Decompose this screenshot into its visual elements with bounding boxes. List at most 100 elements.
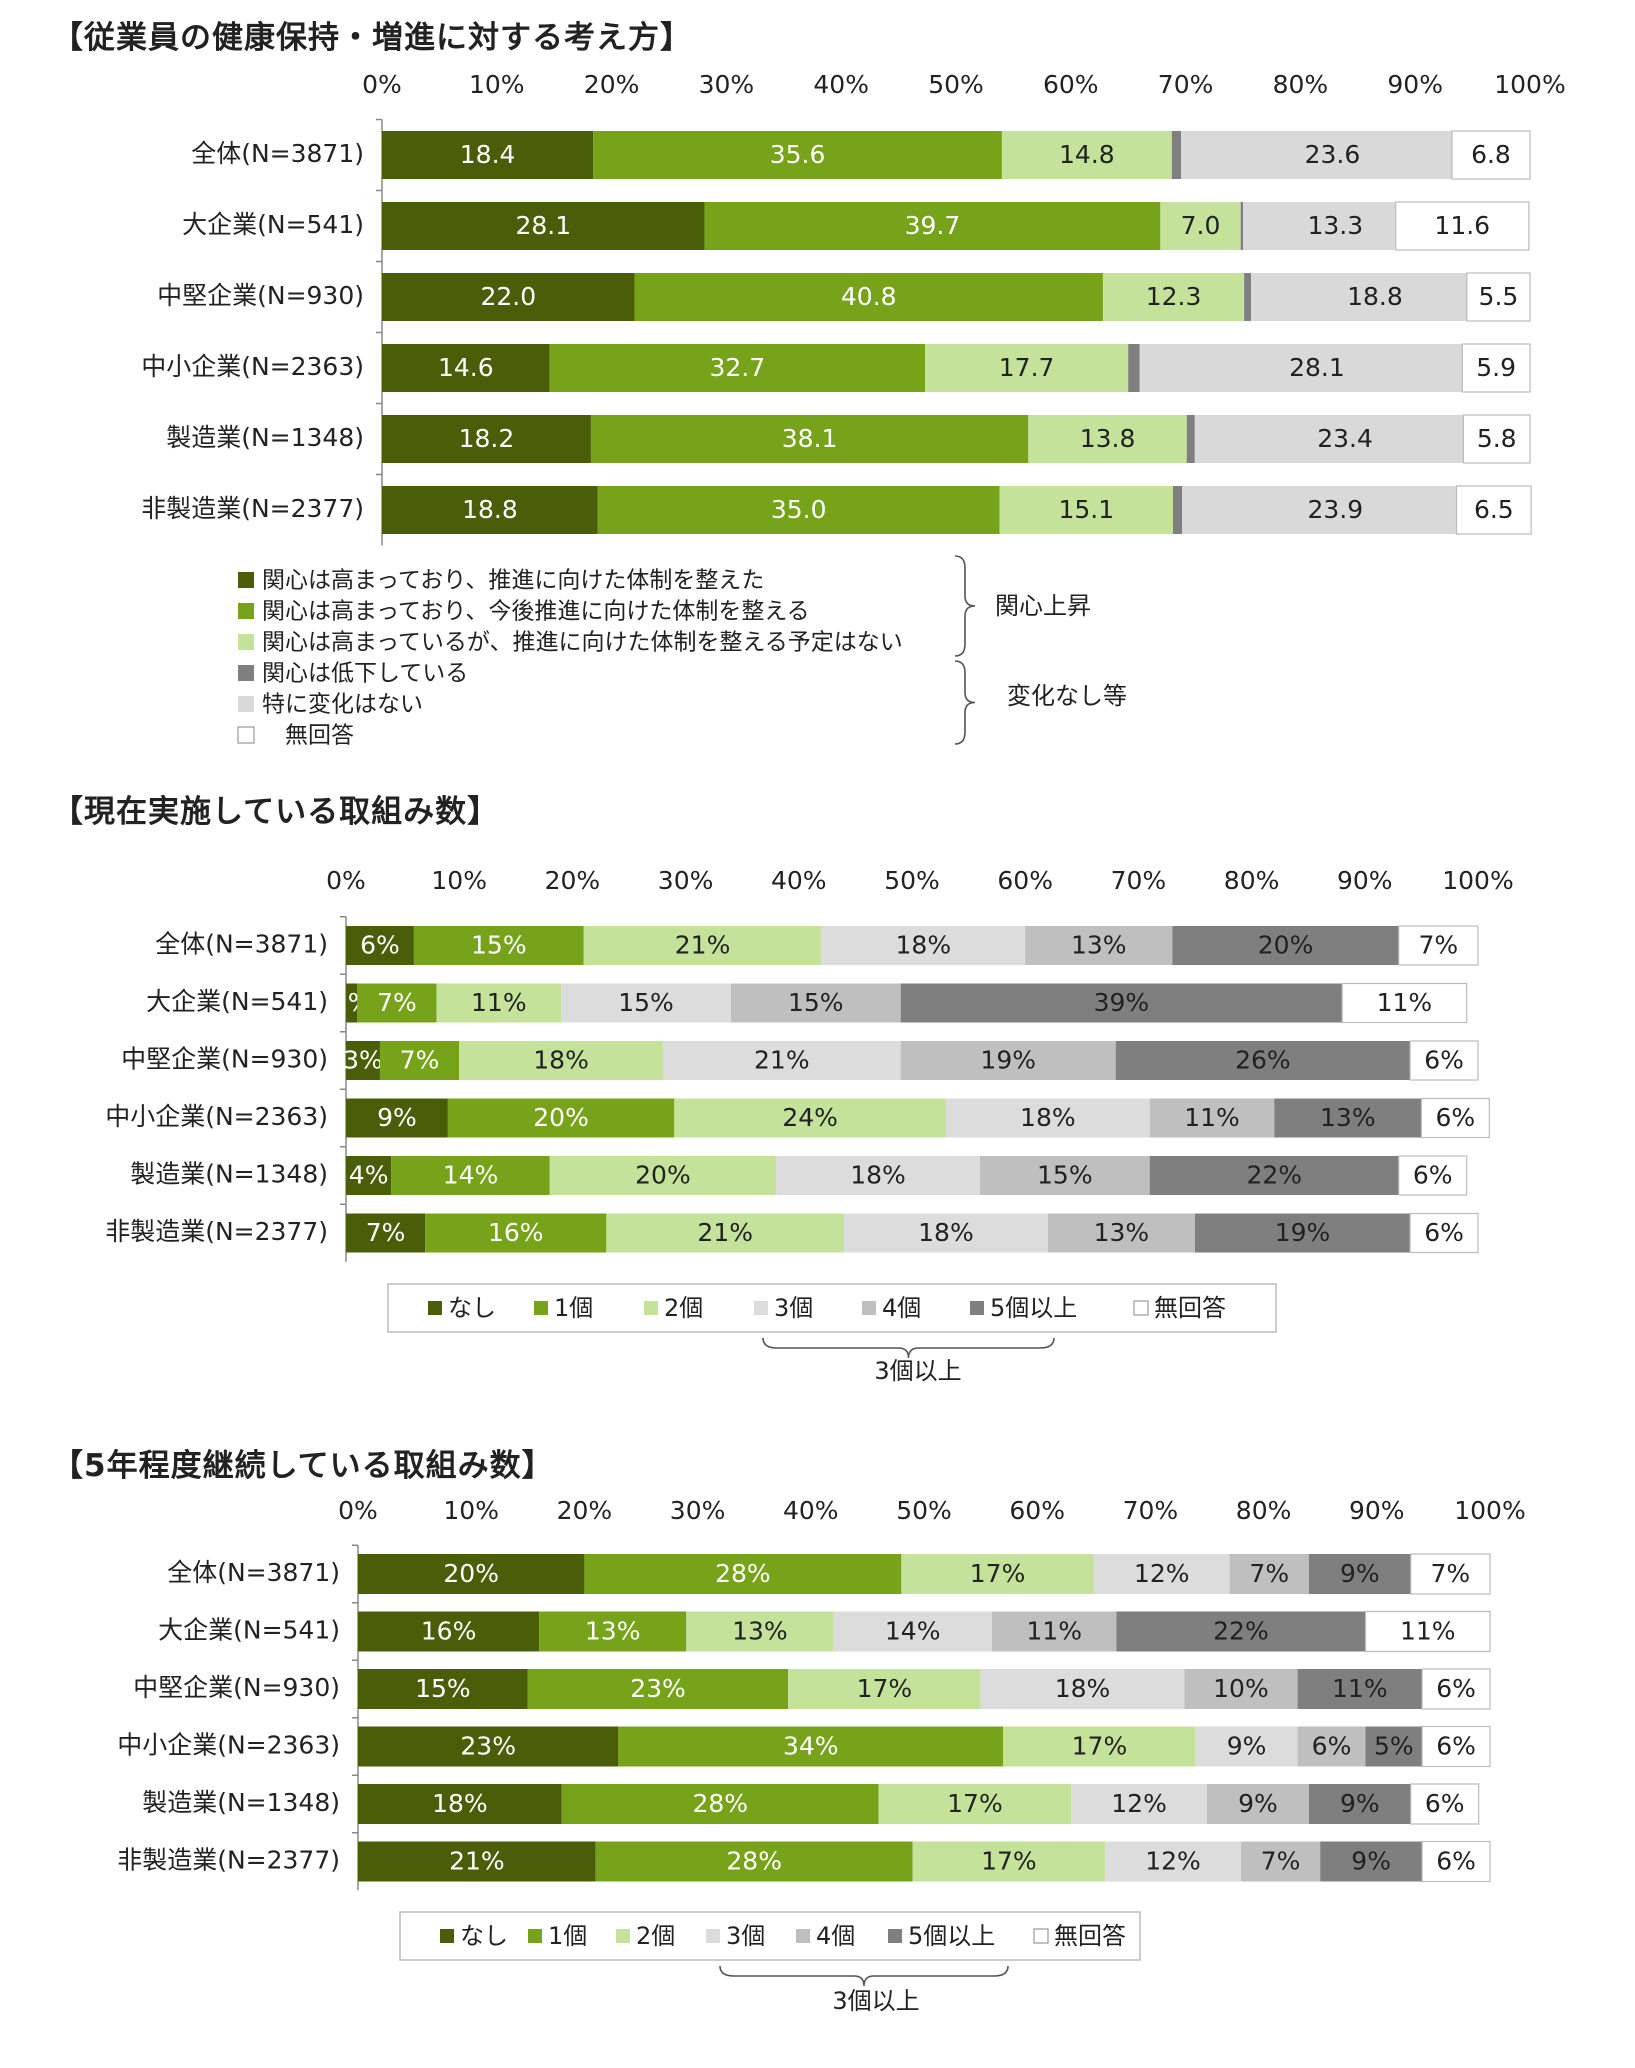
c3-data-label: 6%: [1312, 1732, 1352, 1761]
c1-data-label: 23.4: [1317, 424, 1373, 453]
c1-data-label: 32.7: [709, 353, 765, 382]
c1-data-label: 39.7: [905, 211, 961, 240]
c2-data-label: 15%: [788, 988, 844, 1017]
c2-category-label: 製造業(N=1348): [130, 1160, 328, 1189]
c2-bar-segment: [1398, 925, 1479, 966]
c1-tick-label: 40%: [813, 70, 869, 99]
c2-legend-label: なし: [448, 1294, 496, 1322]
c2-data-label: 18%: [533, 1046, 589, 1075]
c1-brace-upper: [954, 555, 976, 657]
c1-bar-segment: [1160, 202, 1241, 250]
c1-bar-segment: [597, 486, 1000, 534]
c1-data-label: 13.8: [1080, 424, 1136, 453]
c1-data-label: 23.6: [1305, 140, 1361, 169]
c1-category-label: 中小企業(N=2363): [141, 352, 364, 381]
c3-bar-segment: [358, 1841, 596, 1882]
c1-legend-label: 関心は低下している: [262, 661, 468, 687]
c1-legend-label: 特に変化はない: [262, 692, 423, 718]
c2-bar-segment: [346, 1156, 392, 1195]
c3-data-label: 17%: [970, 1559, 1026, 1588]
c3-data-label: 12%: [1134, 1559, 1190, 1588]
c3-data-label: 11%: [1400, 1617, 1456, 1646]
c2-data-label: 26%: [1235, 1046, 1291, 1075]
c1-data-label: 18.8: [1347, 282, 1403, 311]
c3-bar-segment: [788, 1669, 981, 1709]
c3-data-label: 13%: [732, 1617, 788, 1646]
c3-tick-label: 10%: [443, 1496, 499, 1525]
c3-legend-label: 3個: [726, 1922, 765, 1950]
c2-bar-segment: [357, 983, 437, 1023]
c3-tick-label: 90%: [1349, 1496, 1405, 1525]
c1-bar-segment: [704, 202, 1161, 250]
c1-bar-segment: [1251, 273, 1467, 321]
c1-tick-label: 30%: [699, 70, 755, 99]
c2-data-label: 11%: [471, 988, 527, 1017]
c3-bar-segment: [527, 1669, 789, 1709]
c2-bar-segment: [1025, 926, 1173, 965]
c2-tick-label: 100%: [1442, 866, 1513, 895]
c2-data-label: 18%: [896, 931, 952, 960]
c1-bar-segment: [1240, 202, 1243, 250]
c2-bar-segment: [1420, 1097, 1490, 1139]
c2-category-label: 大企業(N=541): [146, 987, 328, 1016]
c1-legend-swatch: [238, 665, 254, 681]
c3-tick-label: 60%: [1009, 1496, 1065, 1525]
c1-data-label: 38.1: [782, 424, 838, 453]
c3-tick-label: 50%: [896, 1496, 952, 1525]
c3-tick-label: 30%: [670, 1496, 726, 1525]
c2-bar-segment: [900, 983, 1343, 1023]
c3-bar-segment: [1320, 1841, 1423, 1882]
c3-data-label: 34%: [783, 1732, 839, 1761]
c2-tick-label: 10%: [431, 866, 487, 895]
c2-data-label: 15%: [471, 931, 527, 960]
c3-bar-segment: [618, 1726, 1004, 1767]
c2-tick-label: 40%: [771, 866, 827, 895]
c2-data-label: 13%: [1320, 1103, 1376, 1132]
c2-bar-segment: [583, 926, 822, 965]
c2-bar-segment: [561, 983, 731, 1023]
chart2-title: 【現在実施している取組み数】: [52, 794, 500, 830]
c1-data-label: 28.1: [515, 211, 571, 240]
c1-bar-segment: [1466, 272, 1531, 322]
chart3-svg: 0% 10% 20% 30% 40% 50% 60% 70% 80% 90% 100% 全体(N=38…: [117, 1496, 1526, 2015]
c2-data-label: 18%: [1020, 1103, 1076, 1132]
c1-bar-segment: [1139, 344, 1463, 392]
c2-data-label: 13%: [1094, 1218, 1150, 1247]
c1-data-label: 14.6: [438, 353, 494, 382]
c2-legend-label: 1個: [554, 1294, 593, 1322]
c2-bar-segment: [549, 1156, 777, 1195]
c1-legend-label: 関心は高まっており、今後推進に向けた体制を整える: [262, 599, 810, 625]
c1-bar-segment: [382, 344, 550, 392]
c2-bar-segment: [821, 926, 1026, 965]
c3-bar-segment: [1421, 1840, 1491, 1883]
c2-category-label: 非製造業(N=2377): [105, 1217, 328, 1246]
c2-data-label: 9%: [377, 1103, 417, 1132]
c2-bar-segment: [1409, 1212, 1479, 1254]
c1-bar-segment: [1172, 486, 1183, 534]
c3-tick-label: 80%: [1236, 1496, 1292, 1525]
c3-bar-segment: [1365, 1726, 1423, 1767]
c1-bar-segment: [382, 486, 598, 534]
c3-tick-label: 70%: [1123, 1496, 1179, 1525]
c1-tick-label: 90%: [1387, 70, 1443, 99]
c1-bar-segment: [1182, 486, 1457, 534]
c3-bar-segment: [1229, 1554, 1309, 1594]
c3-bar-segment: [1421, 1668, 1491, 1710]
c3-data-label: 6%: [1436, 1847, 1476, 1876]
c3-bar-segment: [1410, 1783, 1480, 1825]
c2-data-label: 4%: [349, 1161, 389, 1190]
c2-legend-swatch: [862, 1301, 876, 1315]
c1-category-label: 中堅企業(N=930): [157, 281, 364, 310]
c2-bar-segment: [1172, 926, 1399, 965]
c3-bar-segment: [1308, 1784, 1411, 1824]
c3-bar-segment: [991, 1611, 1117, 1652]
c3-legend-swatch: [528, 1929, 542, 1943]
c2-bar-segment: [1149, 1098, 1275, 1138]
c3-bar-segment: [833, 1611, 992, 1652]
c3-bar-segment: [1071, 1784, 1207, 1824]
c3-data-label: 16%: [421, 1617, 477, 1646]
c2-bar-segment: [979, 1156, 1150, 1195]
c1-legend-swatch: [238, 572, 254, 588]
c2-data-label: 7%: [1419, 931, 1459, 960]
c3-brace-label: 3個以上: [832, 1987, 919, 2015]
